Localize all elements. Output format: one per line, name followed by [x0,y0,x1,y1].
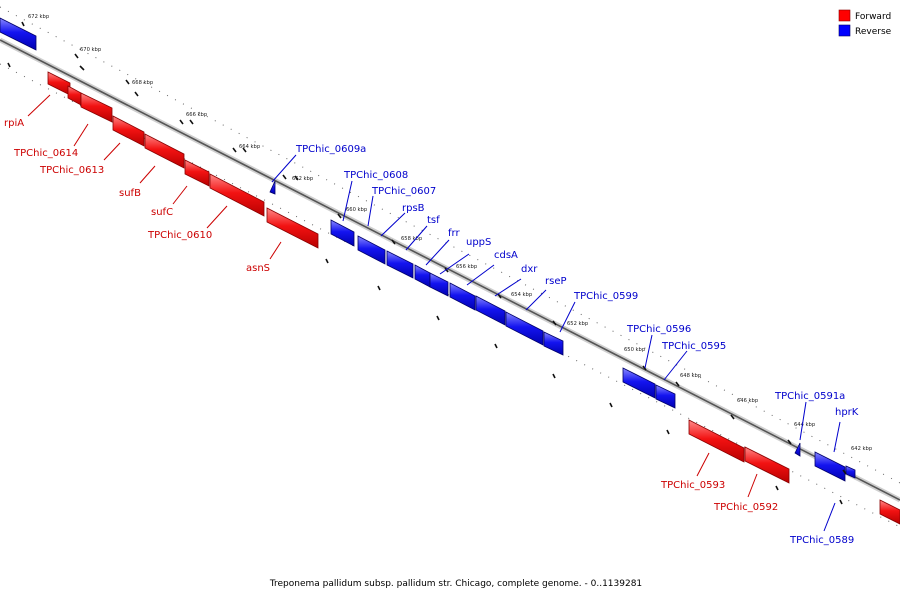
gene-hprK[interactable] [814,451,846,482]
gene-TPChic_0592[interactable] [744,446,790,484]
tick-label: 650 kbp [624,347,646,353]
forward-leader-lines [27,94,758,498]
gene-label-sufB[interactable]: sufB [119,188,141,199]
gene-rpsB[interactable] [386,250,414,279]
gene-label-TPChic_0589[interactable]: TPChic_0589 [789,535,854,546]
gene-TPChic_0591a[interactable] [794,442,801,457]
gene-label-uppS[interactable]: uppS [466,237,491,248]
tick-label: 668 kbp [132,80,154,86]
tick-label: 658 kbp [401,236,423,242]
gene-label-TPChic_0599[interactable]: TPChic_0599 [573,291,638,302]
gene-label-TPChic_0607[interactable]: TPChic_0607 [371,186,436,197]
reverse-leader-lines [271,154,841,532]
tick-label: 672 kbp [28,14,50,20]
gene-label-TPChic_0593[interactable]: TPChic_0593 [660,480,725,491]
tick-label: 644 kbp [794,422,816,428]
gene-label-cdsA[interactable]: cdsA [494,250,518,261]
gene-label-TPChic_0595[interactable]: TPChic_0595 [661,341,726,352]
tick-label: 656 kbp [456,264,478,270]
legend-reverse-label: Reverse [855,27,892,37]
tick-label: 652 kbp [567,321,589,327]
gene-TPChic_0613[interactable] [80,92,113,123]
strand-legend: Forward Reverse [838,9,892,37]
gene-sufC[interactable] [144,133,185,169]
gene-TPChic_0595[interactable] [655,384,676,409]
gene-TPChic_0593[interactable] [688,419,745,463]
gene-TPChic_0614[interactable] [67,85,82,106]
genome-caption: Treponema pallidum subsp. pallidum str. … [269,579,642,589]
tick-label: 660 kbp [346,207,368,213]
tick-label: 666 kbp [186,112,208,118]
gene-rseP[interactable] [543,331,564,356]
gene-label-TPChic_0610[interactable]: TPChic_0610 [147,230,212,241]
gene-label-TPChic_0608[interactable]: TPChic_0608 [343,170,408,181]
gene-label-asnS[interactable]: asnS [246,263,270,274]
gene-asnS[interactable] [266,207,319,249]
gene-uppS[interactable] [449,282,476,311]
track-marks [7,62,843,505]
legend-forward-label: Forward [855,12,891,22]
coordinate-ruler: 672 kbp 670 kbp 668 kbp 666 kbp 664 kbp … [21,14,873,475]
gene-label-sufC[interactable]: sufC [151,207,173,218]
gene-TPChic_0607[interactable] [357,235,386,265]
gene-label-TPChic_0596[interactable]: TPChic_0596 [626,324,691,335]
gene-label-TPChic_0613[interactable]: TPChic_0613 [39,165,104,176]
tick-label: 646 kbp [737,398,759,404]
legend-reverse-swatch [838,24,851,37]
gene-label-TPChic_0614[interactable]: TPChic_0614 [13,148,78,159]
gene-label-TPChic_0609a[interactable]: TPChic_0609a [295,144,366,155]
tick-label: 662 kbp [292,176,314,182]
gene-TPChic_0610[interactable] [209,173,265,217]
gene-label-tsf[interactable]: tsf [427,215,440,226]
genome-backbone [0,37,900,503]
gene-tsf[interactable] [414,264,431,288]
gene-label-TPChic_0592[interactable]: TPChic_0592 [713,502,778,513]
gene-edge-forward[interactable] [879,499,900,525]
tick-label: 664 kbp [239,144,261,150]
tick-label: 670 kbp [80,47,102,53]
gene-TPChic_0608[interactable] [330,219,355,247]
legend-forward-swatch [838,9,851,22]
forward-genes [47,71,900,525]
gene-cdsA[interactable] [475,295,506,326]
gene-label-frr[interactable]: frr [448,228,460,239]
gene-label-rseP[interactable]: rseP [545,276,567,287]
reverse-genes [0,17,856,482]
gene-TPChic_0589[interactable] [845,465,856,479]
gene-sufB[interactable] [112,115,145,147]
gene-dxr[interactable] [505,311,544,346]
gene-label-dxr[interactable]: dxr [521,264,538,275]
gene-label-rpsB[interactable]: rpsB [402,203,425,214]
gene-frr[interactable] [429,272,449,297]
tick-label: 648 kbp [680,373,702,379]
tick-label: 654 kbp [511,292,533,298]
gene-TPChic_0596[interactable] [622,367,656,399]
tick-label: 642 kbp [851,446,873,452]
reverse-gene-labels: TPChic_0609a TPChic_0608 TPChic_0607 rps… [295,144,859,546]
gene-TPChic_0610a[interactable] [184,159,210,187]
gene-label-hprK[interactable]: hprK [835,407,859,418]
gene-TPChic_0609a[interactable] [269,180,276,195]
gene-label-TPChic_0591a[interactable]: TPChic_0591a [774,391,845,402]
gene-edge-reverse[interactable] [0,17,37,51]
gene-label-rpiA[interactable]: rpiA [4,118,24,129]
forward-gene-labels: rpiA TPChic_0614 TPChic_0613 sufB sufC T… [4,118,778,513]
